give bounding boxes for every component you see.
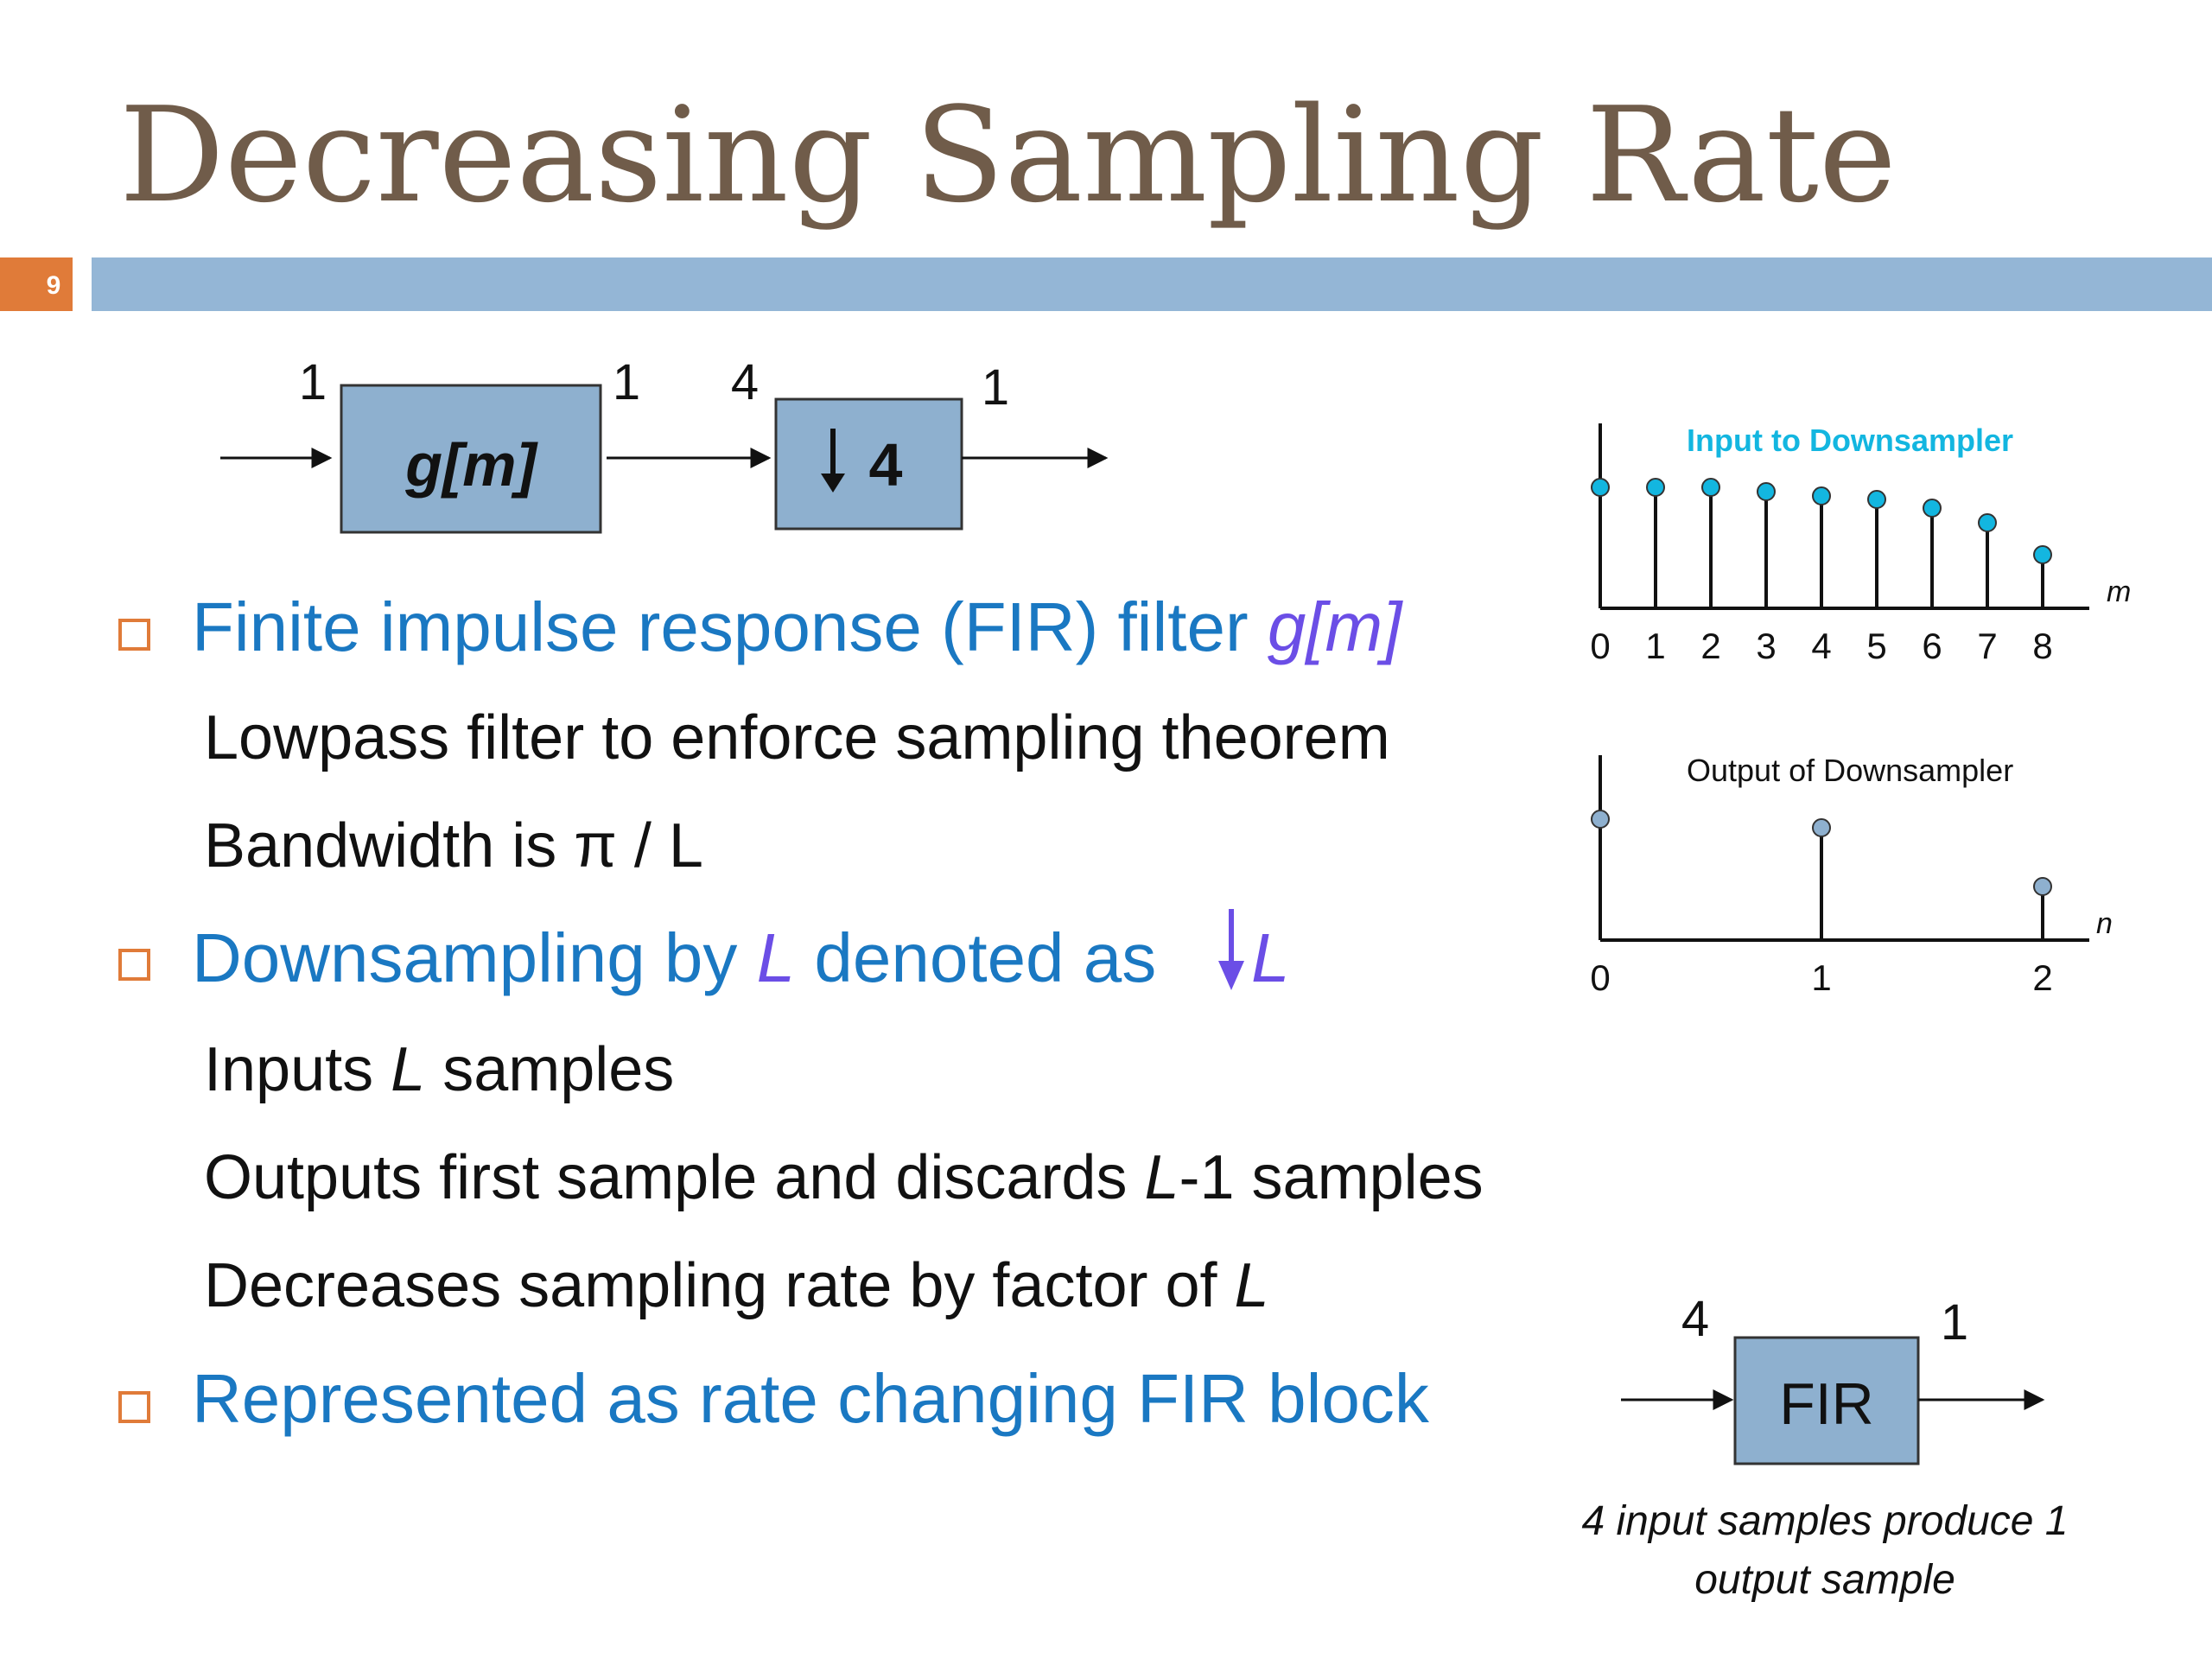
stem-marker xyxy=(1923,499,1942,518)
filter-block-label: g[m] xyxy=(404,431,538,499)
plot1-tick: 3 xyxy=(1756,626,1776,666)
input-stem-plot: Input to Downsampler m 0 1 2 3 4 5 6 7 8 xyxy=(1590,423,2131,666)
header-bar xyxy=(92,257,2212,311)
fir-block-label: FIR xyxy=(1779,1371,1874,1437)
stem-marker xyxy=(1701,478,1720,497)
slide-title: Decreasing Sampling Rate xyxy=(119,79,1897,232)
downsample-arrow-icon-head xyxy=(1218,961,1244,990)
subbullet-inputs: Inputs L samples xyxy=(204,1035,674,1104)
slide-number-badge xyxy=(0,257,73,311)
output-stem-plot: Output of Downsampler n 0 1 2 xyxy=(1590,753,2113,998)
downsampler-label: 4 xyxy=(869,431,903,499)
fir-caption-line-2: output sample xyxy=(1694,1557,1955,1603)
stem-marker xyxy=(2033,545,2052,564)
slide-number: 9 xyxy=(47,271,61,300)
bullet-box-3 xyxy=(118,1391,150,1423)
plot2-tick: 2 xyxy=(2032,957,2052,998)
fir-rate-out: 1 xyxy=(1941,1294,1968,1351)
rate-label-mid1: 1 xyxy=(613,354,640,410)
stem-marker xyxy=(1646,478,1665,497)
plot-title-output: Output of Downsampler xyxy=(1687,753,2013,788)
stem-marker xyxy=(1591,478,1610,497)
fir-rate-in: 4 xyxy=(1681,1291,1709,1347)
plot1-tick: 7 xyxy=(1977,626,1997,666)
fir-caption-line-1: 4 input samples produce 1 xyxy=(1581,1498,2068,1544)
bullet-2: Downsampling by L denoted as xyxy=(192,919,1156,996)
stem-marker xyxy=(1591,810,1610,829)
plot1-tick: 5 xyxy=(1866,626,1886,666)
bullet-1: Finite impulse response (FIR) filter g[m… xyxy=(192,588,1403,665)
plot2-tick: 0 xyxy=(1590,957,1610,998)
bullet-box-1 xyxy=(118,619,150,651)
stem-marker xyxy=(1978,513,1997,532)
stem-marker xyxy=(1812,818,1831,837)
downsampler-block xyxy=(774,397,963,531)
subbullet-lowpass: Lowpass filter to enforce sampling theor… xyxy=(204,703,1390,772)
plot-title-input: Input to Downsampler xyxy=(1687,423,2013,458)
plot1-tick: 2 xyxy=(1700,626,1720,666)
stem-marker xyxy=(1867,490,1886,509)
down-arrow-icon-head xyxy=(821,474,845,493)
plot1-tick: 4 xyxy=(1811,626,1831,666)
top-block-diagram: 1 g[m] 1 4 4 1 xyxy=(220,354,1109,534)
stem-marker xyxy=(1757,482,1776,501)
subbullet-outputs: Outputs first sample and discards L-1 sa… xyxy=(204,1143,1484,1212)
fir-block-diagram: 4 1 FIR 4 input samples produce 1 output… xyxy=(1581,1291,2068,1603)
plot2-tick: 1 xyxy=(1811,957,1831,998)
fir-block xyxy=(1733,1336,1920,1465)
plot1-tick: 0 xyxy=(1590,626,1610,666)
plot1-tick: 6 xyxy=(1922,626,1942,666)
bullet-box-2 xyxy=(118,949,150,981)
plot1-tick: 8 xyxy=(2032,626,2052,666)
stem-marker xyxy=(1812,486,1831,505)
rate-label-mid2: 4 xyxy=(731,354,759,410)
rate-label-out: 1 xyxy=(982,359,1009,416)
bullet-3: Represented as rate changing FIR block xyxy=(192,1360,1430,1437)
stem-marker xyxy=(2033,877,2052,896)
filter-block xyxy=(340,384,602,534)
plot1-tick: 1 xyxy=(1645,626,1665,666)
plot2-axis-var: n xyxy=(2096,907,2113,940)
bullet-2-symbol: L xyxy=(1251,919,1290,996)
plot1-axis-var: m xyxy=(2107,575,2131,608)
subbullet-bandwidth: Bandwidth is π / L xyxy=(204,811,703,880)
rate-label-in: 1 xyxy=(299,354,327,410)
subbullet-decreases: Decreases sampling rate by factor of L xyxy=(204,1251,1269,1320)
